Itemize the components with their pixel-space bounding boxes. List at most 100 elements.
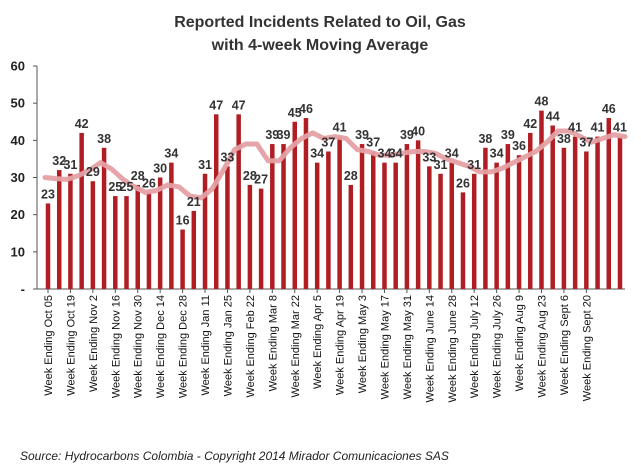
data-label: 30 xyxy=(153,162,167,176)
bar xyxy=(90,181,96,289)
bar xyxy=(449,162,455,289)
x-tick-label: Week Ending Nov 2 xyxy=(88,295,100,392)
source-note: Source: Hydrocarbons Colombia - Copyrigh… xyxy=(20,449,449,463)
x-tick-label: Week Ending Nov 30 xyxy=(133,295,145,398)
data-label: 42 xyxy=(75,117,89,131)
bar xyxy=(180,229,185,289)
bar xyxy=(595,136,600,289)
data-label: 38 xyxy=(97,132,111,146)
moving-average-line xyxy=(42,128,628,201)
data-label: 29 xyxy=(86,165,100,179)
x-tick-group: Week Ending Oct 05 Week Ending Oct 19 Week… xyxy=(43,289,593,402)
data-label: 47 xyxy=(232,98,246,112)
data-label: 34 xyxy=(445,147,459,161)
bar xyxy=(202,173,208,289)
bar xyxy=(213,114,219,289)
bar xyxy=(314,162,320,289)
bar xyxy=(292,121,297,289)
bar xyxy=(516,155,522,289)
x-tick-label: Week Ending Mar 8 xyxy=(267,295,279,391)
data-label: 39 xyxy=(355,128,369,142)
bar xyxy=(359,144,365,289)
bar xyxy=(124,196,129,289)
x-tick-label: Week Ending Jan 25 xyxy=(222,295,234,396)
bar xyxy=(68,173,73,289)
data-label: 31 xyxy=(434,158,448,172)
bar xyxy=(348,184,354,289)
bar xyxy=(427,166,432,289)
bar-group xyxy=(45,110,623,289)
data-label: 37 xyxy=(321,135,335,149)
data-label: 42 xyxy=(523,117,537,131)
y-tick-label: 40 xyxy=(11,133,25,148)
data-label: 34 xyxy=(164,147,178,161)
x-tick-label: Week Ending May 17 xyxy=(379,295,391,399)
x-tick-label: Week Ending Sept 20 xyxy=(581,295,593,401)
data-label: 39 xyxy=(501,128,515,142)
bar xyxy=(146,192,152,289)
x-tick-label: Week Ending Dec 14 xyxy=(155,295,167,398)
data-label: 47 xyxy=(209,98,223,112)
x-tick-label: Week Ending Apr 19 xyxy=(335,295,347,395)
data-label: 21 xyxy=(187,195,201,209)
data-label: 44 xyxy=(546,109,560,123)
bar xyxy=(483,147,488,289)
data-label: 37 xyxy=(579,135,593,149)
data-label: 39 xyxy=(277,128,291,142)
data-label: 26 xyxy=(142,176,156,190)
bar xyxy=(337,136,342,289)
data-label: 39 xyxy=(400,128,414,142)
data-label: 34 xyxy=(389,147,403,161)
y-tick-group: - 10 20 30 40 50 60 xyxy=(11,59,37,297)
bar xyxy=(606,118,612,289)
data-label: 28 xyxy=(344,169,358,183)
bar xyxy=(56,170,62,289)
bar xyxy=(584,151,589,289)
data-label: 25 xyxy=(120,180,134,194)
data-label: 37 xyxy=(366,135,380,149)
bar xyxy=(460,192,466,289)
data-label: 31 xyxy=(63,158,77,172)
x-tick-label: Week Ending Oct 19 xyxy=(65,295,77,396)
data-label-group: 2332314229382525282630341621314733472827… xyxy=(41,95,627,228)
data-label: 39 xyxy=(265,128,279,142)
moving-average-group xyxy=(42,128,628,201)
x-tick-label: Week Ending Aug 23 xyxy=(536,295,548,398)
data-label: 31 xyxy=(467,158,481,172)
data-label: 48 xyxy=(535,95,549,109)
y-tick-label: 60 xyxy=(11,59,25,74)
x-tick-label: Week Ending July 12 xyxy=(469,295,481,398)
data-label: 16 xyxy=(176,214,190,228)
y-tick-label: 30 xyxy=(11,170,25,185)
bar xyxy=(539,110,544,289)
data-label: 34 xyxy=(378,147,392,161)
bar xyxy=(225,166,230,289)
chart-subtitle: with 4-week Moving Average xyxy=(211,37,429,54)
y-tick-label: 50 xyxy=(11,96,25,111)
y-tick-label: 10 xyxy=(11,244,25,259)
bar xyxy=(270,144,275,289)
data-label: 34 xyxy=(490,147,504,161)
bar xyxy=(191,210,197,289)
x-tick-label: Week Ending July 26 xyxy=(492,295,504,398)
x-tick-label: Week Ending June 28 xyxy=(447,295,459,402)
x-tick-label: Week Ending May 3 xyxy=(357,295,369,393)
y-tick-label: 20 xyxy=(11,207,25,222)
x-tick-label: Week Ending Nov 16 xyxy=(110,295,122,398)
data-label: 25 xyxy=(108,180,122,194)
x-tick-label: Week Ending May 31 xyxy=(402,295,414,399)
data-label: 45 xyxy=(288,106,302,120)
x-tick-label: Week Ending Oct 05 xyxy=(43,295,55,396)
bar xyxy=(572,136,578,289)
bar xyxy=(236,114,241,289)
bar xyxy=(550,125,555,289)
bar xyxy=(79,132,84,289)
data-label: 36 xyxy=(512,139,526,153)
data-label: 40 xyxy=(411,124,425,138)
bar xyxy=(438,173,443,289)
data-label: 46 xyxy=(299,102,313,116)
data-label: 28 xyxy=(131,169,145,183)
data-label: 41 xyxy=(568,121,582,135)
bar xyxy=(382,162,387,289)
